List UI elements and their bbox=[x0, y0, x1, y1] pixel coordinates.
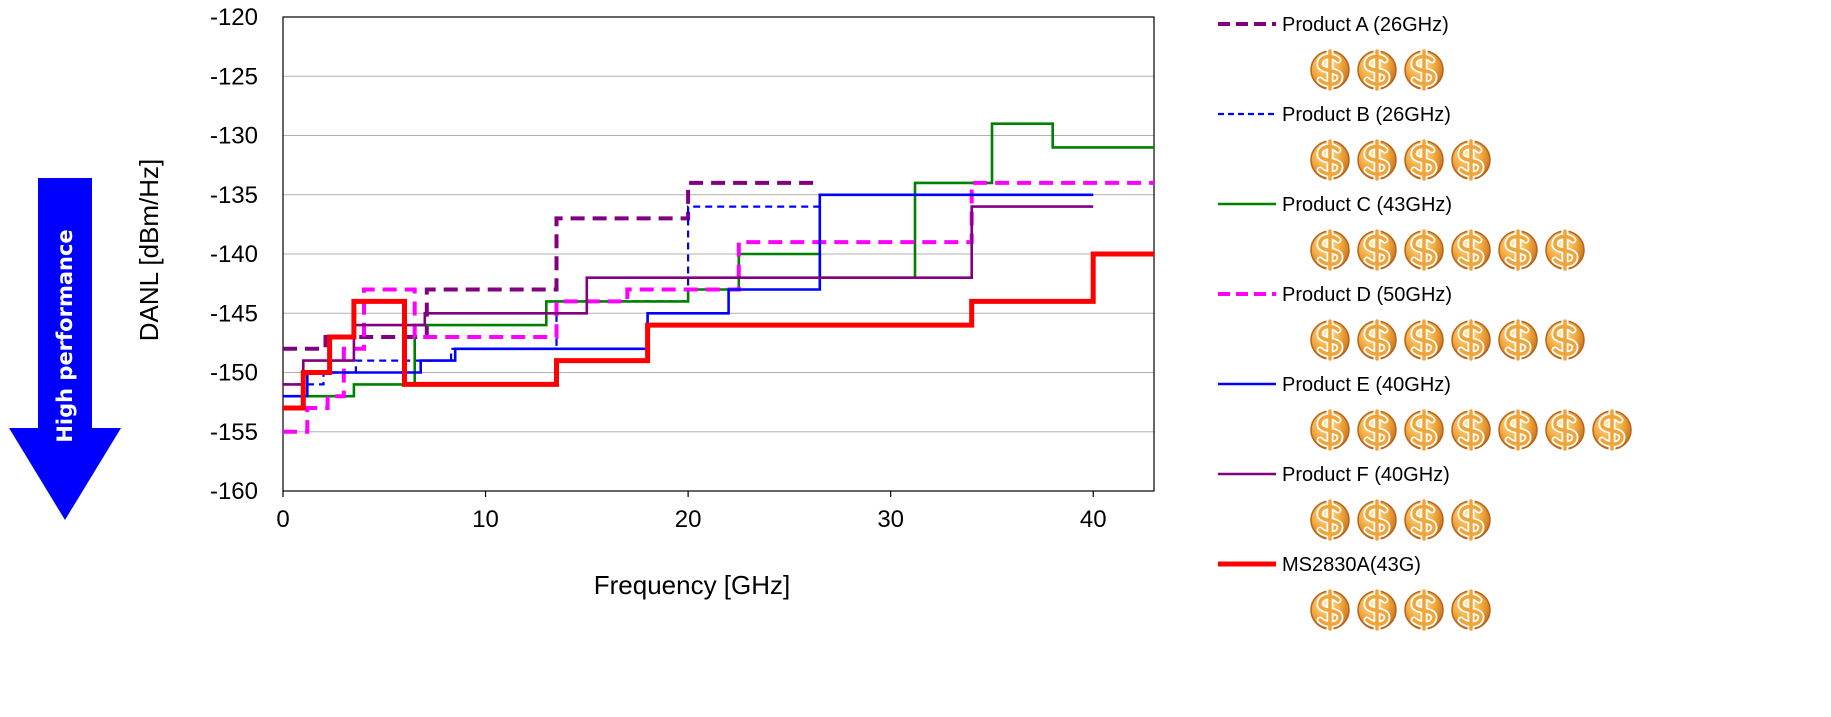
y-tick-label: -145 bbox=[210, 300, 258, 327]
dollar-sign-icon bbox=[1310, 137, 1350, 183]
dollar-sign-icon bbox=[1357, 227, 1397, 273]
series-line-3 bbox=[283, 122, 1154, 410]
x-axis-title: Frequency [GHz] bbox=[594, 570, 791, 600]
dollar-sign-icon bbox=[1451, 407, 1491, 453]
performance-arrow-label: High performance bbox=[53, 229, 77, 442]
down-arrow-icon bbox=[9, 178, 121, 520]
x-axis-ticks: 0 10 20 30 40 bbox=[276, 491, 1107, 533]
legend-label-2: Product B (26GHz) bbox=[1282, 104, 1451, 126]
y-tick-label: -150 bbox=[210, 360, 258, 387]
y-tick-label: -125 bbox=[210, 63, 258, 90]
dollar-sign-icon bbox=[1498, 227, 1538, 273]
series-line-2 bbox=[283, 205, 820, 386]
x-tick-label: 10 bbox=[472, 506, 499, 533]
dollar-sign-icon bbox=[1451, 587, 1491, 633]
dollar-sign-icon bbox=[1451, 317, 1491, 363]
dollar-sign-icon bbox=[1310, 587, 1350, 633]
series-line-4 bbox=[283, 180, 1154, 434]
y-tick-label: -120 bbox=[210, 4, 258, 31]
dollar-sign-icon bbox=[1310, 227, 1350, 273]
performance-arrow: High performance bbox=[9, 178, 121, 520]
dollar-sign-icon bbox=[1545, 317, 1585, 363]
legend-label-7: MS2830A(43G) bbox=[1282, 554, 1421, 576]
dollar-sign-icon bbox=[1357, 47, 1397, 93]
dollar-sign-icon bbox=[1498, 407, 1538, 453]
dollar-sign-icon bbox=[1404, 587, 1444, 633]
dollar-sign-icon bbox=[1357, 317, 1397, 363]
y-axis-title: DANL [dBm/Hz] bbox=[134, 159, 164, 342]
dollar-sign-icon bbox=[1310, 47, 1350, 93]
dollar-sign-icon bbox=[1357, 407, 1397, 453]
dollar-sign-icon bbox=[1404, 227, 1444, 273]
dollar-sign-icon bbox=[1451, 497, 1491, 543]
dollar-sign-icon bbox=[1545, 407, 1585, 453]
dollar-sign-icon bbox=[1404, 317, 1444, 363]
y-tick-label: -155 bbox=[210, 419, 258, 446]
legend-label-5: Product E (40GHz) bbox=[1282, 374, 1451, 396]
x-tick-label: 40 bbox=[1080, 506, 1107, 533]
legend: Product A (26GHz) Product B (26GHz) Produc… bbox=[1218, 14, 1632, 633]
series-line-6 bbox=[283, 205, 1094, 386]
dollar-sign-icon bbox=[1357, 587, 1397, 633]
y-tick-label: -160 bbox=[210, 478, 258, 505]
x-tick-label: 30 bbox=[877, 506, 904, 533]
dollar-sign-icon bbox=[1545, 227, 1585, 273]
y-tick-label: -130 bbox=[210, 123, 258, 150]
y-tick-label: -140 bbox=[210, 241, 258, 268]
dollar-sign-icon bbox=[1404, 137, 1444, 183]
y-axis-ticks: -120 -125 -130 -135 -140 -145 -150 -155 -160 bbox=[210, 4, 258, 505]
series-lines bbox=[283, 122, 1154, 434]
dollar-sign-icon bbox=[1310, 497, 1350, 543]
dollar-sign-icon bbox=[1451, 227, 1491, 273]
x-tick-label: 0 bbox=[276, 506, 289, 533]
dollar-sign-icon bbox=[1451, 137, 1491, 183]
dollar-sign-icon bbox=[1357, 137, 1397, 183]
dollar-sign-icon bbox=[1404, 407, 1444, 453]
dollar-sign-icon bbox=[1357, 497, 1397, 543]
legend-label-4: Product D (50GHz) bbox=[1282, 284, 1452, 306]
dollar-sign-icon bbox=[1310, 407, 1350, 453]
y-tick-label: -135 bbox=[210, 182, 258, 209]
dollar-sign-icon bbox=[1498, 317, 1538, 363]
x-tick-label: 20 bbox=[675, 506, 702, 533]
dollar-sign-icon bbox=[1404, 497, 1444, 543]
legend-label-6: Product F (40GHz) bbox=[1282, 464, 1450, 486]
dollar-sign-icon bbox=[1592, 407, 1632, 453]
legend-label-3: Product C (43GHz) bbox=[1282, 194, 1452, 216]
dollar-sign-icon bbox=[1310, 317, 1350, 363]
dollar-sign-icon bbox=[1404, 47, 1444, 93]
legend-label-1: Product A (26GHz) bbox=[1282, 14, 1449, 36]
series-line-7 bbox=[283, 251, 1154, 411]
